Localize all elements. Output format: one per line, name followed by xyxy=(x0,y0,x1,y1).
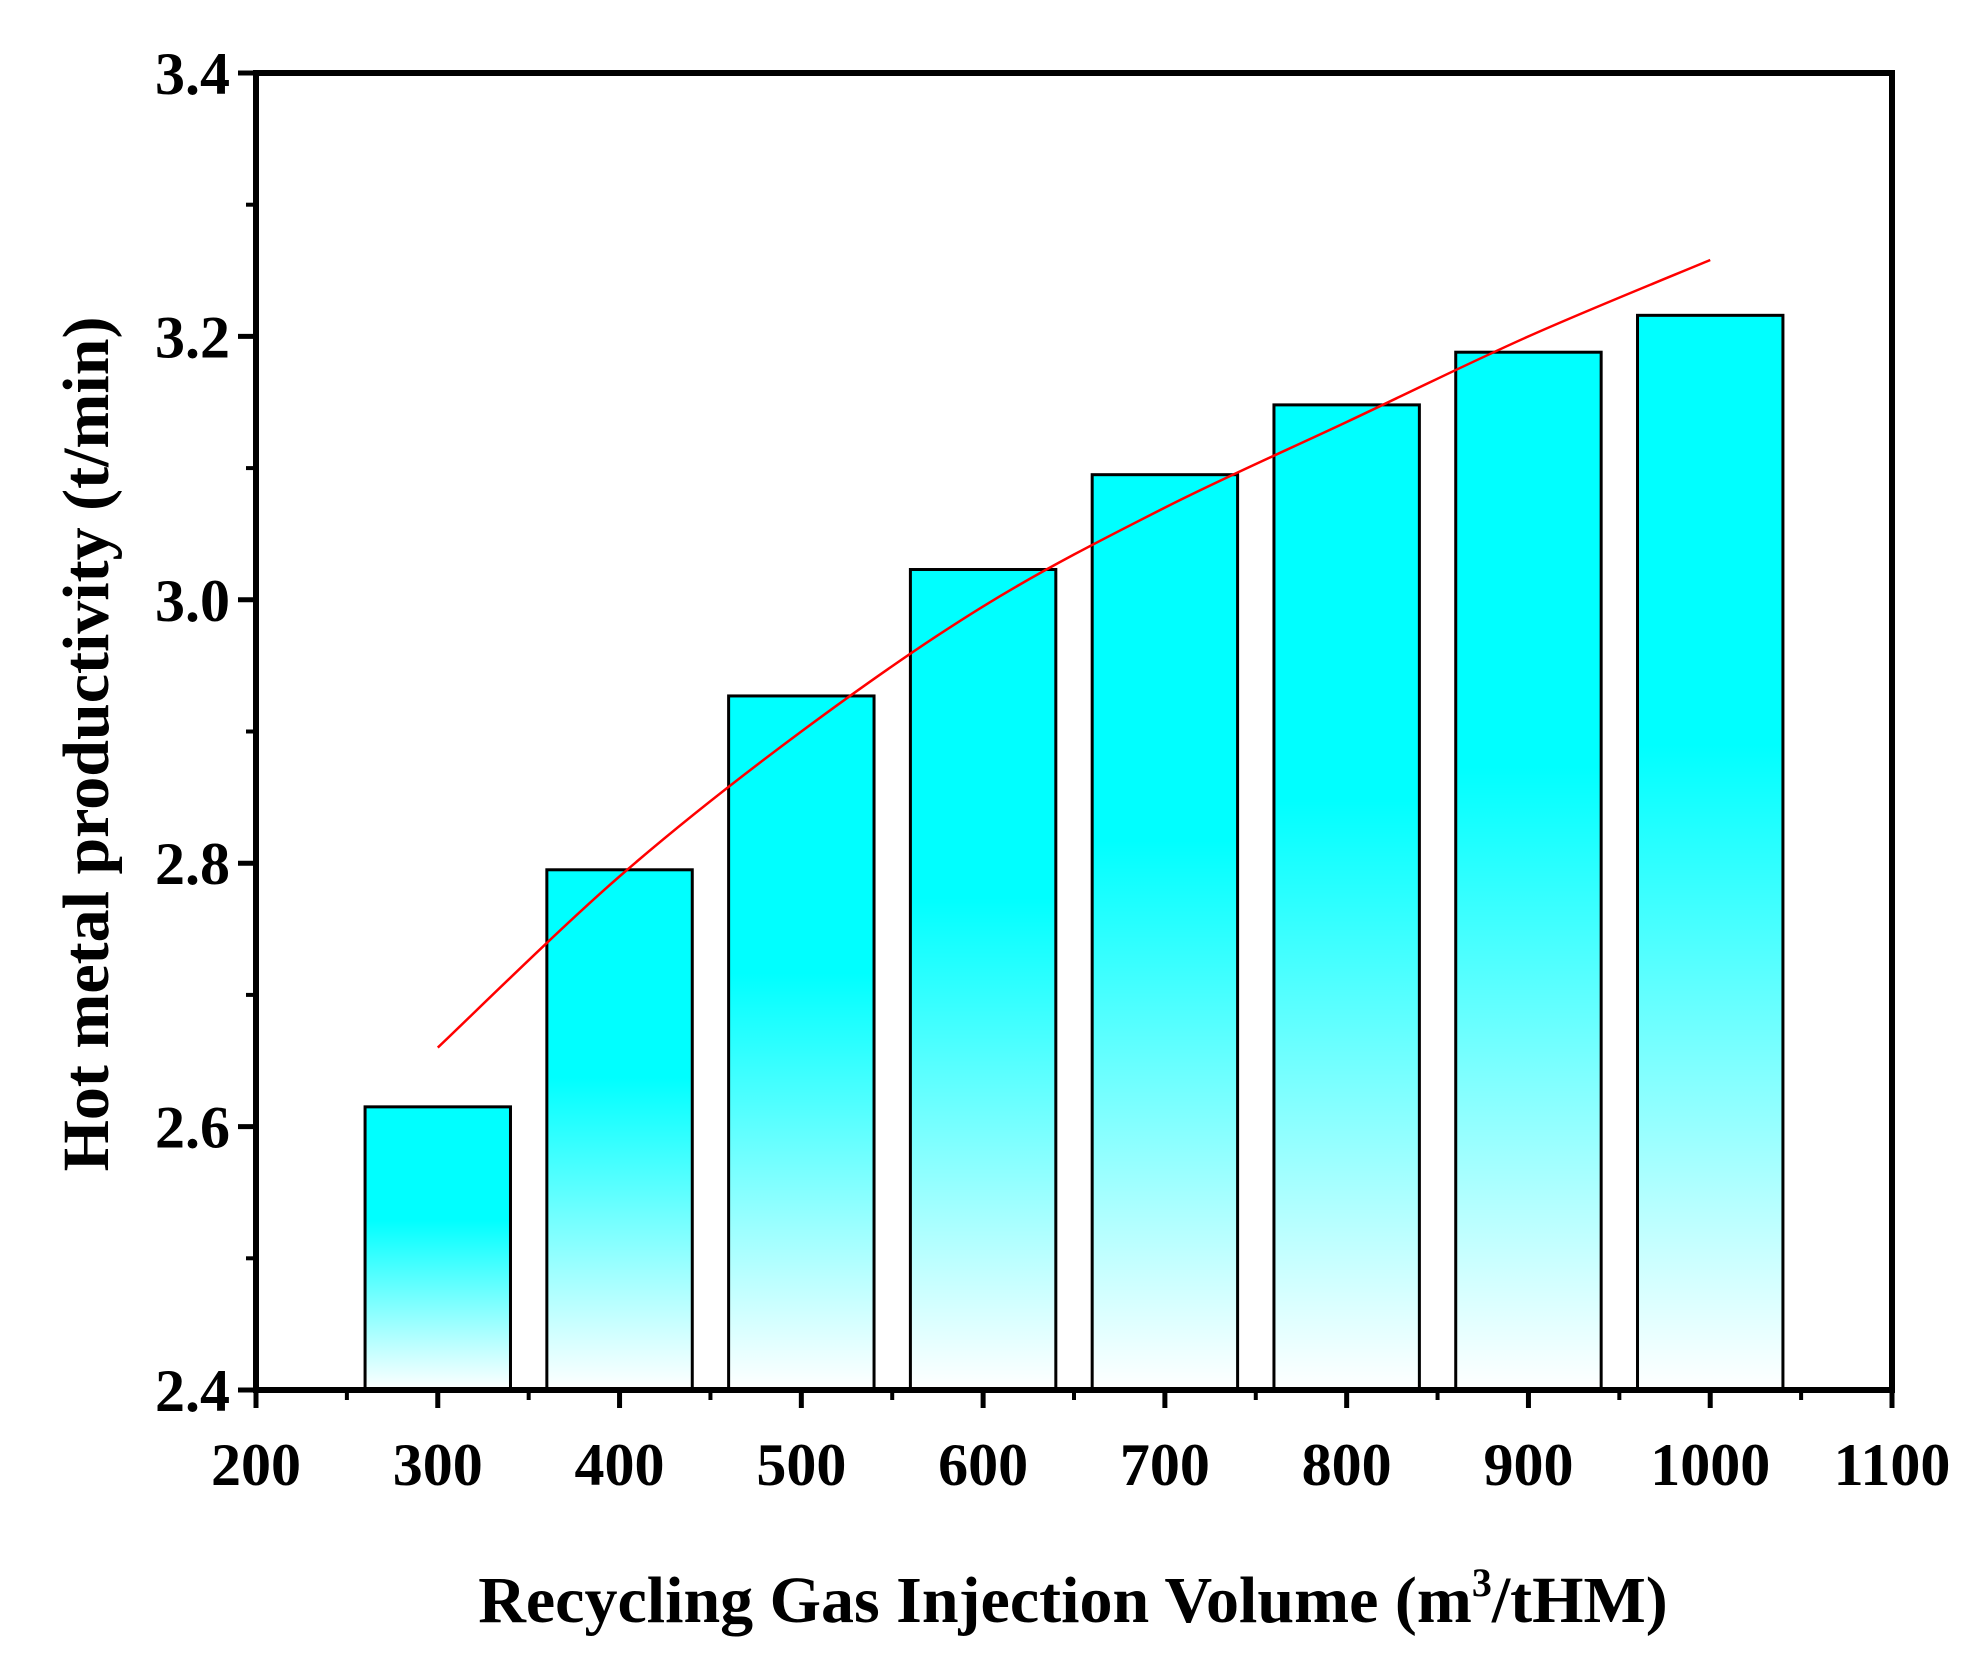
x-axis-title-suffix: /tHM) xyxy=(1491,1564,1668,1637)
y-tick-label-3.4: 3.4 xyxy=(155,41,230,107)
y-axis-title: Hot metal productivity (t/min) xyxy=(50,317,123,1172)
fit-curve xyxy=(436,258,1711,1049)
x-tick-label-800: 800 xyxy=(1302,1432,1392,1498)
y-tick-label-2.6: 2.6 xyxy=(155,1095,230,1161)
x-axis-title-sup: 3 xyxy=(1472,1560,1492,1605)
x-tick-label-300: 300 xyxy=(393,1432,483,1498)
bar-800 xyxy=(1272,403,1421,1392)
x-tick-label-500: 500 xyxy=(756,1432,846,1498)
bar-700 xyxy=(1090,473,1240,1392)
x-tick-label-1100: 1100 xyxy=(1834,1432,1951,1498)
x-tick-label-700: 700 xyxy=(1120,1432,1210,1498)
x-tick-label-1000: 1000 xyxy=(1650,1432,1770,1498)
bar-900 xyxy=(1454,350,1603,1392)
bars-layer xyxy=(363,313,1785,1392)
ticks-layer: 200 300 400 500 600 700 800 900 1000 1100 2.4 2.6 2.… xyxy=(155,41,1950,1498)
x-tick-label-200: 200 xyxy=(211,1432,301,1498)
y-tick-label-3: 3.0 xyxy=(155,568,230,634)
x-tick-label-400: 400 xyxy=(575,1432,665,1498)
x-axis-title-main: Recycling Gas Injection Volume (m xyxy=(478,1564,1472,1637)
x-tick-label-600: 600 xyxy=(938,1432,1028,1498)
y-tick-label-3.2: 3.2 xyxy=(155,304,230,370)
x-tick-label-900: 900 xyxy=(1483,1432,1573,1498)
x-axis-title: Recycling Gas Injection Volume (m3/tHM) xyxy=(478,1560,1668,1637)
y-tick-label-2.4: 2.4 xyxy=(155,1358,230,1424)
bar-500 xyxy=(727,694,876,1392)
bar-600 xyxy=(908,568,1058,1392)
y-tick-label-2.8: 2.8 xyxy=(155,831,230,897)
bar-400 xyxy=(545,868,694,1392)
fit-line-layer xyxy=(436,258,1711,1049)
bar-300 xyxy=(363,1105,512,1392)
bar-1000 xyxy=(1636,313,1785,1392)
